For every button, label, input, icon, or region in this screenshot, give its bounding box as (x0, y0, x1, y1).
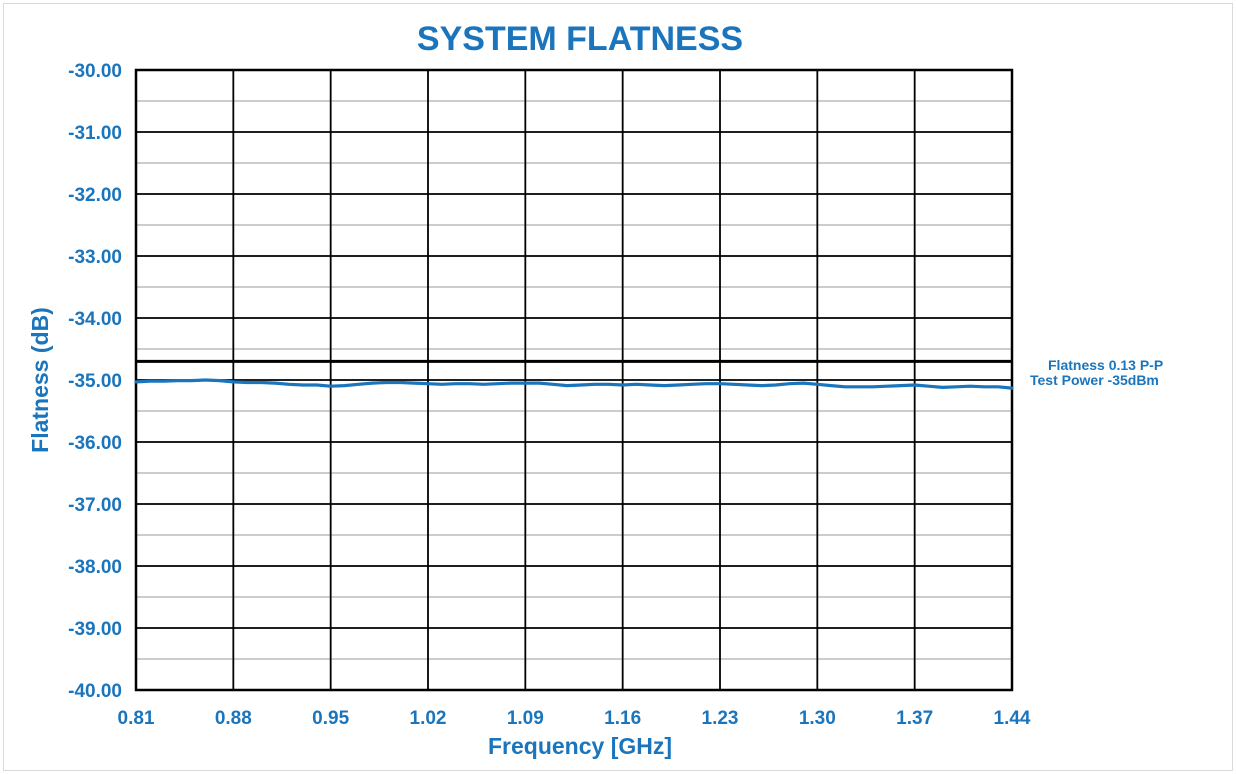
y-tick-label: -30.00 (68, 61, 122, 82)
x-tick-label: 1.37 (896, 708, 933, 729)
y-tick-label: -36.00 (68, 433, 122, 454)
annotation-flatness: Flatness 0.13 P-P (1048, 357, 1163, 373)
x-tick-label: 1.30 (799, 708, 836, 729)
minor-grid (136, 100, 1012, 660)
x-tick-label: 1.16 (604, 708, 641, 729)
x-tick-label: 0.88 (215, 708, 252, 729)
y-tick-label: -39.00 (68, 619, 122, 640)
y-tick-label: -33.00 (68, 247, 122, 268)
x-tick-label: 0.95 (312, 708, 349, 729)
plot-area-frame (134, 68, 1014, 692)
x-tick-label: 1.23 (702, 708, 739, 729)
flatness-chart: SYSTEM FLATNESS -30.00 -31.00 -32.00 -33.00… (27, 20, 1163, 759)
x-tick-label: 1.02 (410, 708, 447, 729)
x-axis-label: Frequency [GHz] (488, 733, 672, 759)
y-tick-label: -31.00 (68, 123, 122, 144)
y-tick-label: -40.00 (68, 681, 122, 702)
y-tick-label: -35.00 (68, 371, 122, 392)
y-tick-label: -38.00 (68, 557, 122, 578)
y-tick-label: -34.00 (68, 309, 122, 330)
flatness-series-line (134, 378, 1014, 390)
chart-title: SYSTEM FLATNESS (417, 20, 743, 58)
chart-page: SYSTEM FLATNESS -30.00 -31.00 -32.00 -33.00… (3, 3, 1233, 771)
annotation-test-power: Test Power -35dBm (1030, 372, 1159, 388)
y-axis-label: Flatness (dB) (27, 307, 53, 453)
x-axis-ticks: 0.81 0.88 0.95 1.02 1.09 1.16 1.23 1.30 1.37 1.44 (118, 708, 1031, 729)
y-tick-label: -32.00 (68, 185, 122, 206)
x-tick-label: 1.44 (994, 708, 1031, 729)
x-tick-label: 0.81 (118, 708, 155, 729)
x-tick-label: 1.09 (507, 708, 544, 729)
y-axis-ticks: -30.00 -31.00 -32.00 -33.00 -34.00 -35.00 -36.… (68, 61, 122, 702)
y-tick-label: -37.00 (68, 495, 122, 516)
